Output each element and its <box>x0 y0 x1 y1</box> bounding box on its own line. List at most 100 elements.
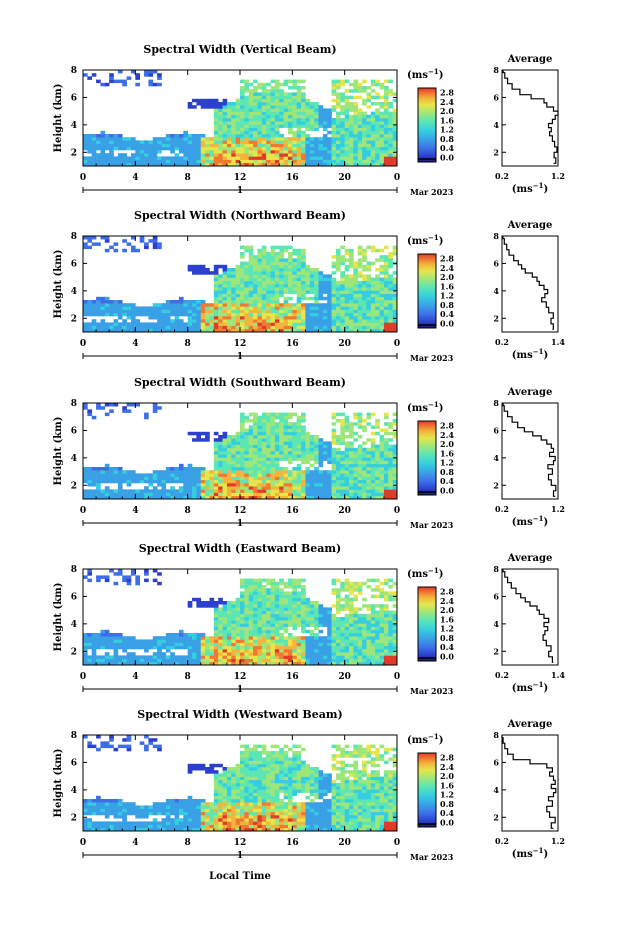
heatmap-cell <box>226 629 232 634</box>
heatmap-cell <box>148 639 154 643</box>
heatmap-cell <box>331 470 337 474</box>
heatmap-cell <box>135 319 140 323</box>
heatmap-cell <box>261 105 267 109</box>
heatmap-cell <box>231 626 236 631</box>
heatmap-cell <box>178 639 184 643</box>
heatmap-cell <box>283 102 289 106</box>
heatmap-cell <box>253 118 258 122</box>
heatmap-cell <box>244 248 250 253</box>
heatmap-cell <box>113 645 119 650</box>
heatmap-cell <box>375 447 380 452</box>
heatmap-cell <box>283 92 289 96</box>
heatmap-cell <box>344 277 350 282</box>
heatmap-cell <box>109 636 114 640</box>
heatmap-cell <box>222 642 228 647</box>
heatmap-cell <box>344 252 350 256</box>
heatmap-cell <box>231 140 236 144</box>
heatmap-cell <box>113 140 119 144</box>
heatmap-cell <box>135 159 140 164</box>
heatmap-cell <box>200 102 206 106</box>
heatmap-cell <box>379 444 385 449</box>
heatmap-cell <box>200 137 206 141</box>
heatmap-cell <box>192 143 197 148</box>
heatmap-cell <box>248 463 254 468</box>
heatmap-cell <box>109 569 114 573</box>
heatmap-cell <box>253 460 258 465</box>
heatmap-cell <box>231 274 236 278</box>
heatmap-cell <box>187 134 193 138</box>
heatmap-cell <box>266 268 271 272</box>
heatmap-cell <box>226 159 232 164</box>
heatmap-cell <box>318 658 324 663</box>
heatmap-cell <box>257 655 263 659</box>
heatmap-cell <box>362 140 367 144</box>
heatmap-cell <box>91 143 97 148</box>
heatmap-cell <box>274 258 280 262</box>
heatmap-cell <box>261 312 267 317</box>
heatmap-cell <box>244 127 250 132</box>
heatmap-cell <box>274 431 280 436</box>
heatmap-cell <box>274 441 280 445</box>
heatmap-cell <box>257 114 263 119</box>
heatmap-cell <box>231 467 236 471</box>
heatmap-cell <box>383 108 389 112</box>
heatmap-cell <box>113 661 119 666</box>
heatmap-cell <box>296 428 302 433</box>
heatmap-cell <box>248 444 254 449</box>
heatmap-cell <box>152 409 158 413</box>
heatmap-cell <box>309 312 315 317</box>
heatmap-cell <box>266 419 271 423</box>
heatmap-cell <box>139 489 145 493</box>
heatmap-cell <box>287 623 293 627</box>
heatmap-cell <box>362 255 367 259</box>
heatmap-cell <box>314 290 319 294</box>
heatmap-cell <box>126 642 132 647</box>
heatmap-cell <box>87 143 93 148</box>
heatmap-cell <box>270 422 276 426</box>
heatmap-cell <box>200 661 206 666</box>
heatmap-cell <box>235 633 241 637</box>
heatmap-cell <box>279 252 284 256</box>
heatmap-cell <box>327 287 332 291</box>
heatmap-cell <box>274 134 280 138</box>
heatmap-cell <box>231 309 236 314</box>
heatmap-cell <box>222 460 228 465</box>
heatmap-cell <box>218 114 223 119</box>
heatmap-cell <box>327 626 332 631</box>
heatmap-cell <box>91 495 97 500</box>
heatmap-cell <box>283 300 289 304</box>
heatmap-cell <box>200 303 206 307</box>
heatmap-cell <box>327 121 332 125</box>
heatmap-cell <box>117 316 123 320</box>
heatmap-cell <box>331 591 337 595</box>
heatmap-cell <box>340 457 345 461</box>
heatmap-cell <box>96 470 101 474</box>
heatmap-cell <box>388 150 393 154</box>
heatmap-cell <box>388 431 393 436</box>
heatmap-cell <box>226 438 232 442</box>
heatmap-cell <box>331 629 337 634</box>
heatmap-cell <box>322 658 328 663</box>
heatmap-cell <box>318 271 324 275</box>
heatmap-cell <box>301 248 306 253</box>
heatmap-cell <box>253 483 258 487</box>
heatmap-cells <box>83 569 398 666</box>
heatmap-cell <box>253 150 258 154</box>
heatmap-cell <box>213 156 219 160</box>
heatmap-cell <box>244 655 250 659</box>
heatmap-cell <box>287 435 293 439</box>
heatmap-cell <box>366 476 372 481</box>
heatmap-cell <box>257 438 263 442</box>
heatmap-cell <box>178 146 184 151</box>
heatmap-cell <box>253 255 258 259</box>
heatmap-cell <box>274 658 280 663</box>
heatmap-cell <box>327 473 332 477</box>
heatmap-cell <box>266 98 271 103</box>
heatmap-cell <box>135 309 140 314</box>
heatmap-cell <box>327 111 332 116</box>
heatmap-cell <box>240 252 245 256</box>
heatmap-cell <box>309 473 315 477</box>
heatmap-cell <box>235 642 241 647</box>
heatmap-cell <box>309 162 315 167</box>
heatmap-cell <box>152 70 158 74</box>
